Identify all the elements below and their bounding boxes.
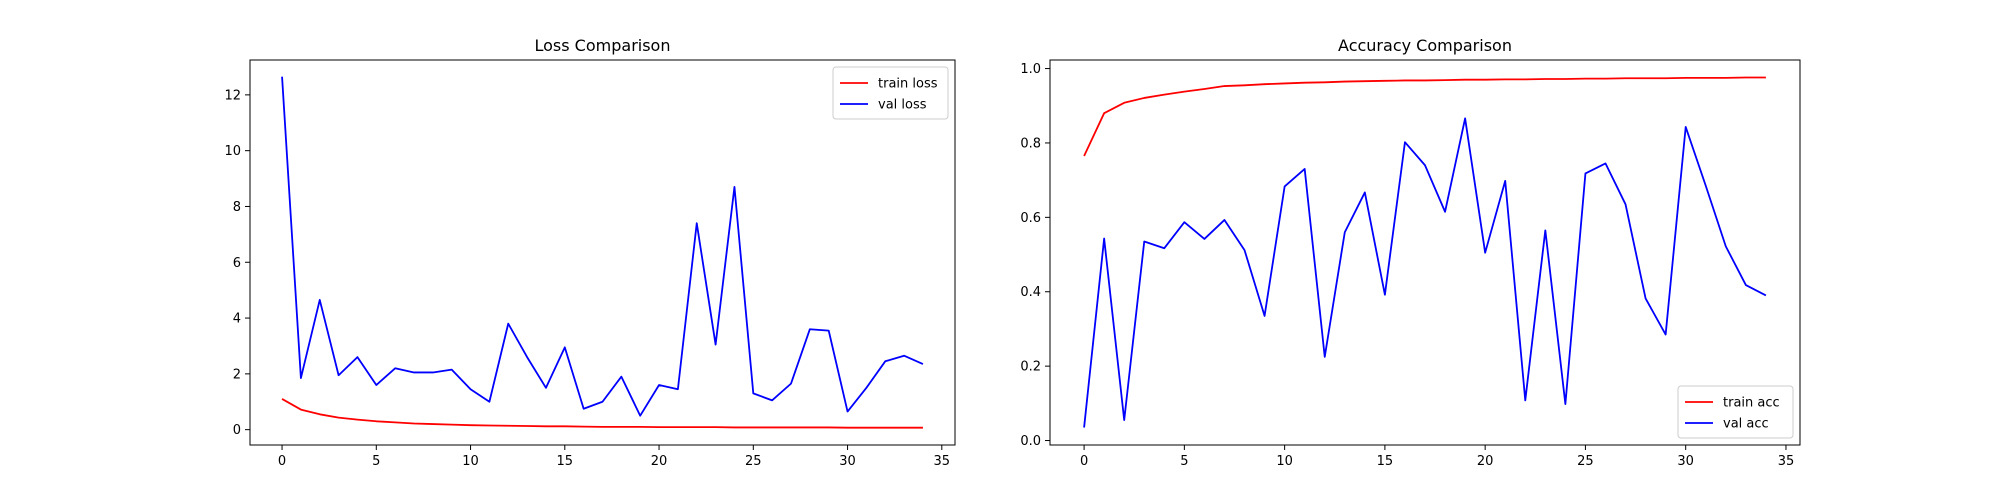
legend-label-train-acc: train acc [1723, 396, 1780, 411]
x-tick-label: 30 [839, 454, 856, 469]
series-group [281, 76, 924, 429]
x-tick-label: 15 [1377, 454, 1394, 469]
series-line-val-loss [281, 76, 924, 417]
chart-loss-comparison: Loss Comparison 0 5 10 15 20 25 30 35 0 2 4 6 8 10 12 tr… [224, 36, 956, 469]
x-tick-label: 25 [745, 454, 762, 469]
y-tick-label: 0.0 [1020, 434, 1041, 449]
axes-frame [249, 59, 956, 446]
legend-label-train-loss: train loss [878, 77, 938, 92]
x-tick-label: 5 [1180, 454, 1188, 469]
axes-frame [1049, 59, 1801, 446]
x-tick-label: 10 [1276, 454, 1293, 469]
x-tick-label: 0 [278, 454, 286, 469]
y-tick-label: 8 [233, 200, 241, 215]
legend-box [832, 66, 949, 120]
y-tick-label: 12 [224, 88, 241, 103]
x-tick-label: 35 [1778, 454, 1795, 469]
legend-label-val-loss: val loss [878, 98, 927, 113]
x-tick-label: 10 [462, 454, 479, 469]
x-tick-label: 5 [372, 454, 380, 469]
chart-title: Loss Comparison [535, 36, 671, 55]
series-group [1083, 76, 1767, 428]
x-tick-label: 25 [1577, 454, 1594, 469]
y-tick-label: 1.0 [1020, 62, 1041, 77]
series-line-train-acc [1083, 76, 1766, 157]
x-tick-label: 35 [934, 454, 951, 469]
chart-accuracy-comparison: Accuracy Comparison 0 5 10 15 20 25 30 35 0.0 0.2 0… [1020, 36, 1801, 469]
y-tick-label: 0.6 [1020, 211, 1041, 226]
y-tick-label: 4 [233, 312, 241, 327]
legend-box [1677, 385, 1794, 439]
series-line-val-acc [1083, 117, 1767, 428]
x-tick-label: 20 [1477, 454, 1494, 469]
y-tick-label: 10 [224, 144, 241, 159]
legend: train loss val loss [832, 66, 949, 120]
y-tick-label: 6 [233, 256, 241, 271]
chart-title: Accuracy Comparison [1338, 36, 1512, 55]
y-tick-label: 2 [233, 367, 241, 382]
y-tick-label: 0.8 [1020, 136, 1041, 151]
legend: train acc val acc [1677, 385, 1794, 439]
y-tick-label: 0.4 [1020, 285, 1041, 300]
x-tick-label: 0 [1080, 454, 1088, 469]
y-tick-label: 0.2 [1020, 360, 1041, 375]
x-tick-label: 15 [557, 454, 574, 469]
legend-label-val-acc: val acc [1723, 417, 1769, 432]
x-tick-label: 20 [651, 454, 668, 469]
y-tick-label: 0 [233, 423, 241, 438]
x-tick-label: 30 [1677, 454, 1694, 469]
series-line-train-loss [281, 398, 923, 429]
